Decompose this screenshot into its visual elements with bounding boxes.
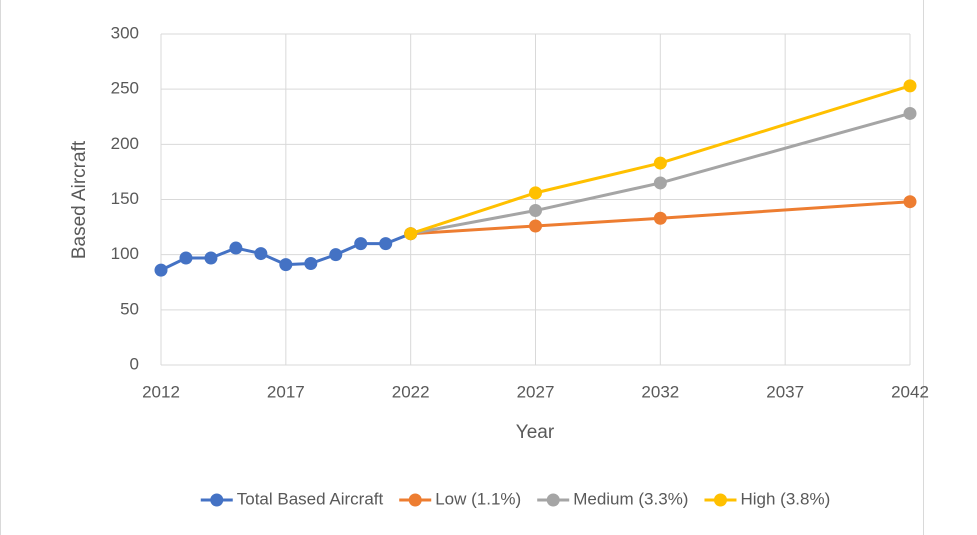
data-point (304, 256, 318, 270)
data-point (279, 258, 293, 272)
y-tick-label: 0 (130, 354, 139, 373)
data-point (529, 204, 542, 218)
y-tick-label: 300 (111, 23, 139, 42)
legend-label: High (3.8%) (740, 489, 830, 508)
x-tick-label: 2032 (641, 382, 679, 401)
legend-marker (408, 493, 422, 507)
data-point (229, 241, 243, 255)
series-line (410, 111, 911, 236)
data-point (653, 156, 667, 170)
x-tick-label: 2022 (392, 382, 430, 401)
y-tick-label: 100 (111, 244, 139, 263)
series-line (410, 200, 911, 236)
legend-label: Medium (3.3%) (573, 489, 688, 508)
legend-marker (713, 493, 727, 507)
data-point (529, 219, 542, 233)
x-tick-label: 2012 (142, 382, 180, 401)
data-point (179, 251, 193, 265)
x-tick-label: 2042 (891, 382, 929, 401)
legend-label: Low (1.1%) (435, 489, 521, 508)
x-tick-label: 2017 (267, 382, 305, 401)
x-tick-label: 2037 (766, 382, 804, 401)
y-tick-label: 250 (111, 79, 139, 98)
data-point (154, 263, 168, 277)
legend-label: Total Based Aircraft (237, 489, 384, 508)
data-point (903, 106, 917, 120)
data-point (529, 186, 542, 200)
data-point (404, 227, 418, 241)
data-point (204, 251, 218, 265)
data-point (329, 248, 343, 262)
y-tick-label: 150 (111, 189, 139, 208)
legend: Total Based Aircraft Low (1.1%) Medium (3.… (200, 489, 830, 508)
series-line (410, 84, 911, 236)
x-tick-label: 2027 (517, 382, 555, 401)
y-tick-label: 50 (120, 299, 139, 318)
y-axis-label: Based Aircraft (69, 140, 90, 259)
legend-marker (210, 493, 224, 507)
data-point (379, 237, 393, 251)
legend-marker (546, 493, 560, 507)
data-point (903, 195, 917, 209)
data-point (653, 176, 667, 190)
x-axis-label: Year (516, 422, 555, 443)
data-point (653, 211, 667, 225)
data-point (903, 79, 917, 93)
y-tick-label: 200 (111, 134, 139, 153)
data-point (254, 247, 268, 261)
data-point (354, 237, 368, 251)
